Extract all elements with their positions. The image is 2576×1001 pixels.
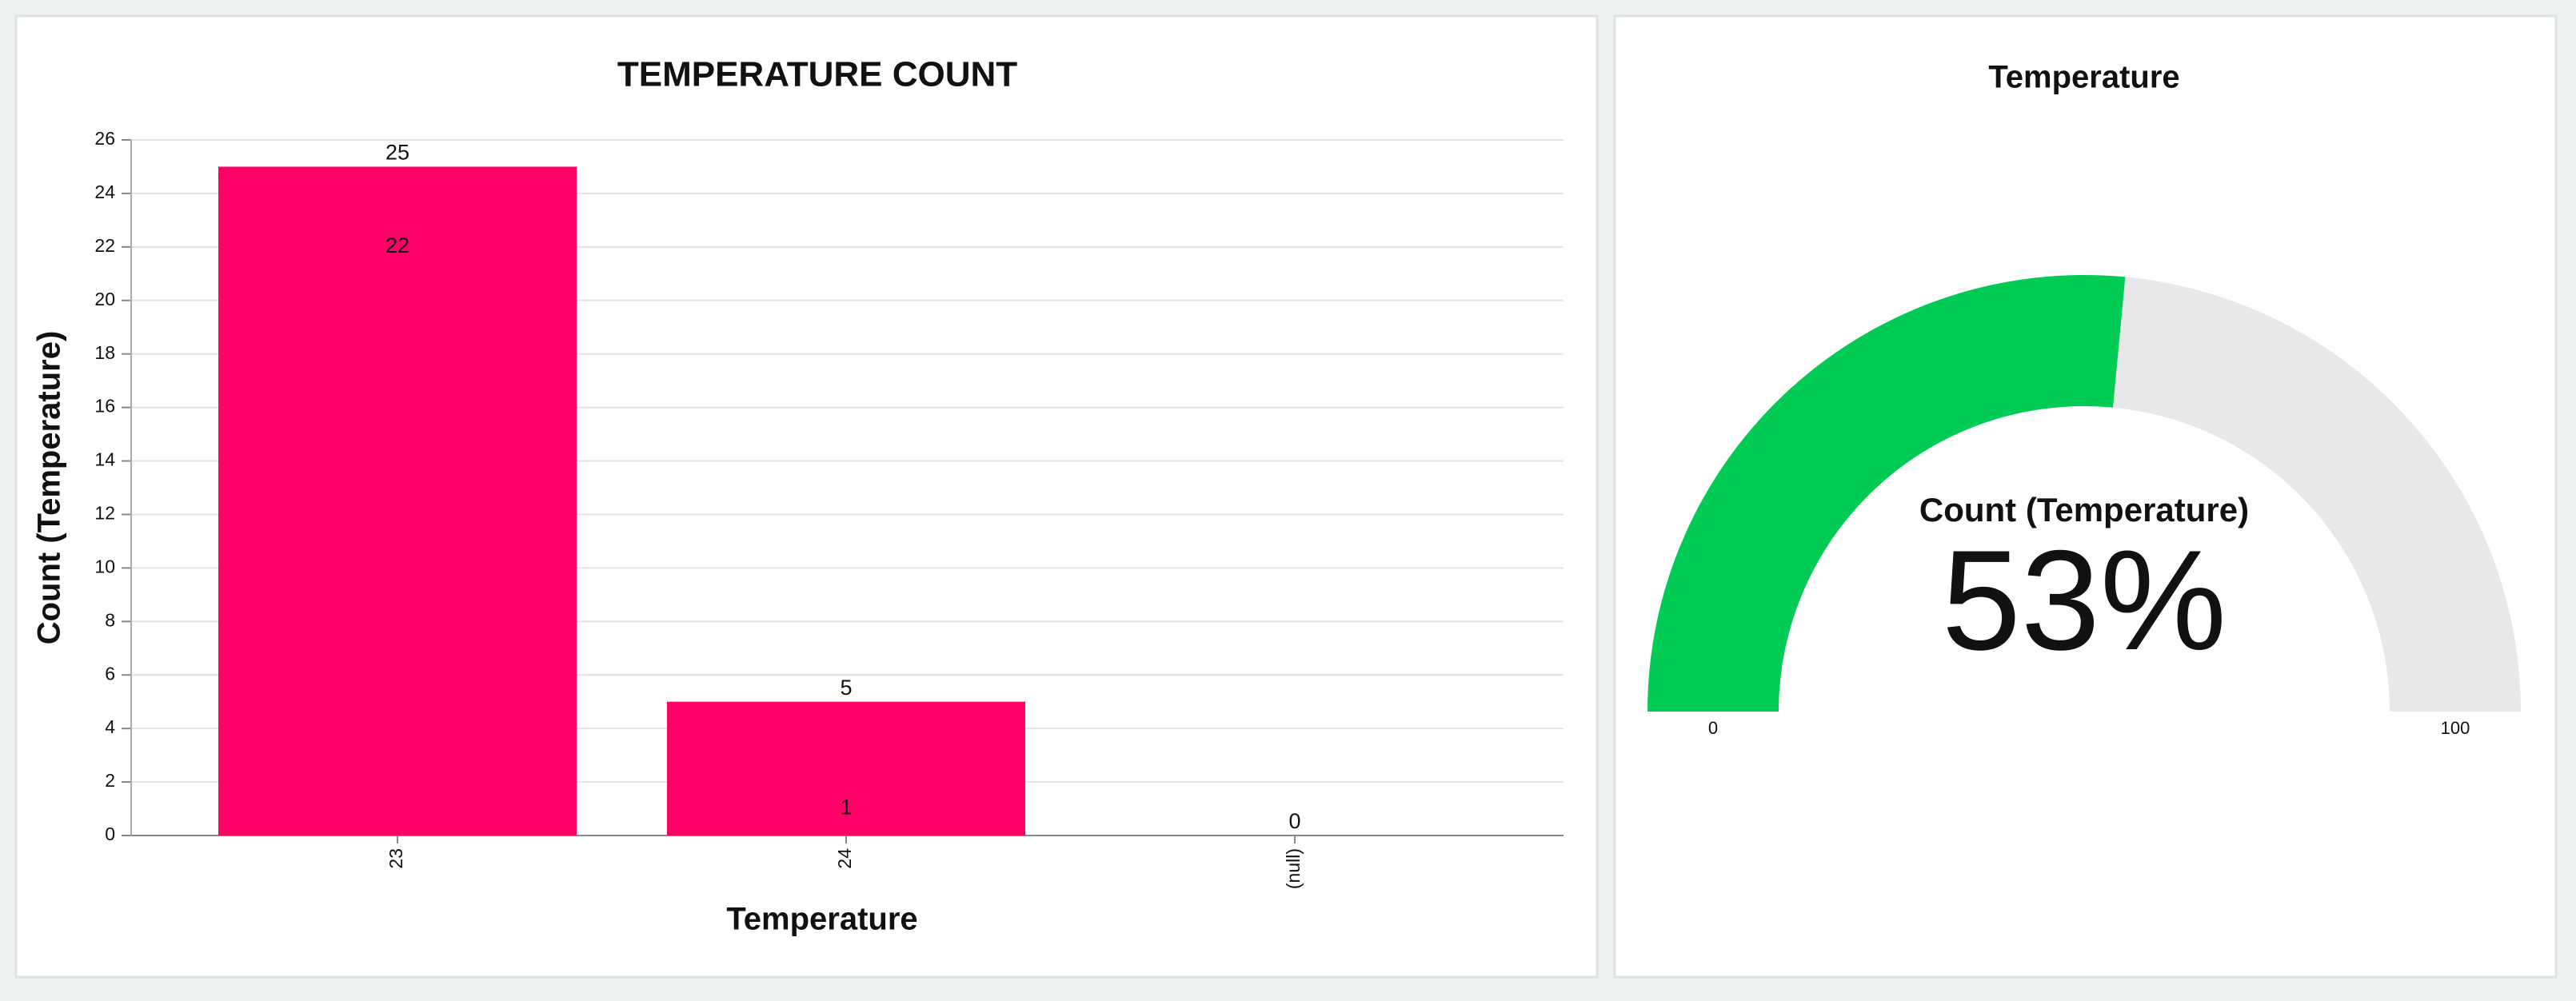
y-tick-label: 10 (94, 556, 115, 576)
gauge-value-label: 53% (1942, 520, 2227, 680)
bar (667, 701, 1025, 835)
y-tick-label: 18 (94, 342, 115, 363)
y-tick-label: 0 (105, 824, 115, 844)
y-tick-label: 16 (94, 396, 115, 417)
inner-value-label: 1 (840, 796, 852, 820)
inner-value-label: 22 (385, 233, 409, 257)
y-tick-label: 26 (94, 128, 115, 149)
x-tick-label: 23 (385, 848, 406, 869)
gauge-tick-label: 0 (1708, 718, 1718, 738)
x-tick-label: 24 (834, 848, 855, 869)
y-axis-label: Count (Temperature) (32, 331, 67, 645)
y-tick-label: 20 (94, 289, 115, 309)
gauge-value-arc (1647, 275, 2126, 712)
x-tick-label: (null) (1283, 848, 1304, 889)
y-tick-label: 6 (105, 663, 115, 684)
gauge-tick-label: 100 (2441, 718, 2470, 738)
y-tick-label: 8 (105, 609, 115, 630)
y-tick-label: 14 (94, 449, 115, 470)
chart-title: TEMPERATURE COUNT (617, 55, 1017, 94)
y-tick-label: 4 (105, 716, 115, 737)
value-label: 25 (385, 141, 409, 165)
y-tick-label: 22 (94, 235, 115, 256)
y-tick-label: 12 (94, 503, 115, 524)
gauge-title: Temperature (1988, 60, 2179, 95)
value-label: 0 (1288, 809, 1300, 833)
y-tick-label: 2 (105, 770, 115, 791)
gauge-label: Count (Temperature) (1919, 491, 2249, 528)
bar (218, 166, 577, 835)
y-tick-label: 24 (94, 181, 115, 202)
value-label: 5 (840, 676, 852, 700)
x-axis-label: Temperature (726, 902, 917, 937)
